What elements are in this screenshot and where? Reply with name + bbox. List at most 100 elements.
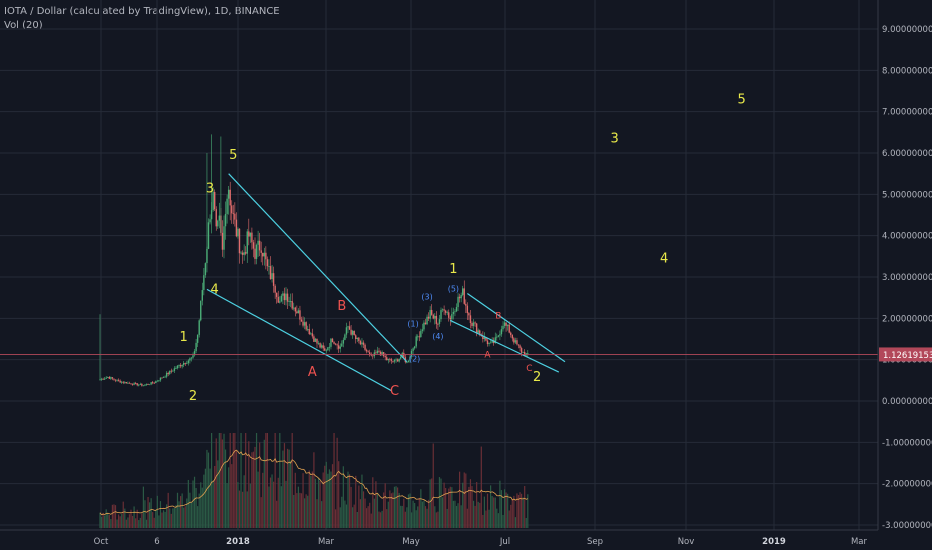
volume-bar (291, 433, 293, 528)
wave-label[interactable]: (4) (432, 332, 443, 341)
candle-body (271, 273, 273, 280)
wave-label[interactable]: 4 (211, 283, 219, 298)
price-tick-label: 6.00000000 (882, 149, 932, 159)
volume-bar (223, 433, 225, 528)
wave-label[interactable]: 1 (180, 330, 188, 345)
candle-body (138, 384, 140, 386)
candle-body (291, 301, 293, 309)
volume-bar (414, 502, 416, 528)
volume-bar (158, 515, 160, 528)
trendline[interactable] (228, 173, 408, 363)
candle-body (294, 307, 296, 312)
wave-label[interactable]: (1) (407, 320, 418, 329)
wave-label[interactable]: C (390, 384, 399, 399)
candle-body (339, 346, 341, 349)
candle-body (193, 351, 196, 356)
candle-body (466, 305, 469, 314)
candle-body (198, 320, 200, 335)
volume-bar (449, 486, 451, 528)
wave-label[interactable]: 4 (660, 252, 668, 267)
candle-body (506, 324, 509, 326)
volume-bar (150, 498, 152, 528)
wave-label[interactable]: 3 (206, 181, 214, 196)
wave-label[interactable]: A (308, 365, 317, 380)
price-tick-label: 5.00000000 (882, 190, 932, 200)
candle-body (331, 338, 334, 343)
wave-label[interactable]: B (495, 311, 501, 321)
volume-bar (311, 471, 313, 528)
candle-body (460, 294, 462, 299)
volume-bar (201, 487, 203, 528)
volume-bar (193, 476, 196, 528)
candle-body (407, 360, 410, 363)
wave-label[interactable]: B (337, 299, 346, 314)
candle-body (410, 350, 413, 357)
volume-bar (482, 514, 484, 528)
wave-label[interactable]: 5 (738, 92, 746, 107)
volume-bar (302, 473, 304, 528)
volume-bar (479, 502, 481, 528)
candle-body (355, 335, 357, 340)
candle-body (451, 314, 453, 320)
candle-body (141, 383, 143, 386)
candle-body (159, 377, 162, 381)
candle-body (413, 346, 416, 349)
trendline[interactable] (450, 319, 560, 373)
wave-label[interactable]: 2 (533, 370, 541, 385)
candle-body (102, 378, 104, 380)
volume-bar (372, 477, 374, 528)
volume-bar (176, 492, 179, 528)
candle-body (99, 379, 101, 381)
candle-body (508, 324, 510, 333)
candle-body (348, 326, 351, 330)
wave-label[interactable]: 1 (449, 262, 457, 277)
wave-label[interactable]: 2 (189, 389, 197, 404)
time-tick-label: 6 (154, 537, 159, 547)
wave-label[interactable]: (5) (448, 284, 459, 293)
candle-body (241, 252, 244, 255)
volume-bar (486, 493, 489, 528)
trendline[interactable] (206, 288, 392, 392)
candle-body (322, 345, 324, 349)
volume-bar (260, 497, 262, 528)
wave-label[interactable]: 5 (229, 148, 237, 163)
trendlines[interactable] (206, 173, 566, 392)
wave-label[interactable]: C (526, 364, 532, 374)
candle-body (365, 349, 368, 352)
volume-bar (238, 490, 241, 528)
candle-body (103, 378, 106, 380)
volume-bar (356, 511, 358, 528)
wave-label[interactable]: (3) (421, 293, 432, 302)
price-tick-label: 2.00000000 (882, 314, 932, 324)
wave-label[interactable]: (2) (409, 355, 420, 364)
volume-bar (339, 507, 341, 528)
volume-ma-line (99, 449, 528, 516)
wave-label[interactable]: 3 (610, 132, 618, 147)
candle-body (420, 330, 422, 337)
candle-body (463, 288, 465, 304)
candle-body (384, 356, 386, 358)
volume-bar (104, 515, 106, 528)
candle-body (522, 351, 524, 353)
volume-indicator-label[interactable]: Vol (20) (4, 20, 43, 31)
price-axis[interactable]: 9.00000000 8.00000000 7.00000000 6.00000000… (877, 0, 932, 531)
candle-body (232, 213, 234, 215)
candle-body (152, 382, 154, 383)
trendline[interactable] (467, 293, 566, 363)
candle-body (173, 368, 176, 371)
volume-bar (133, 506, 135, 528)
candle-body (364, 344, 366, 350)
volume-bar (370, 513, 372, 528)
volume-bar (431, 478, 433, 528)
candle-body (293, 307, 295, 309)
candle-body (511, 335, 513, 339)
volume-bar (497, 513, 499, 528)
candle-body (444, 310, 447, 313)
wave-label[interactable]: A (484, 351, 491, 361)
volume-bar (128, 514, 131, 528)
candle-body (195, 342, 197, 352)
time-axis[interactable]: Oct 6 2018 Mar May Jul Sep Nov 2019 Mar (0, 529, 878, 547)
volume-bar (144, 500, 146, 528)
